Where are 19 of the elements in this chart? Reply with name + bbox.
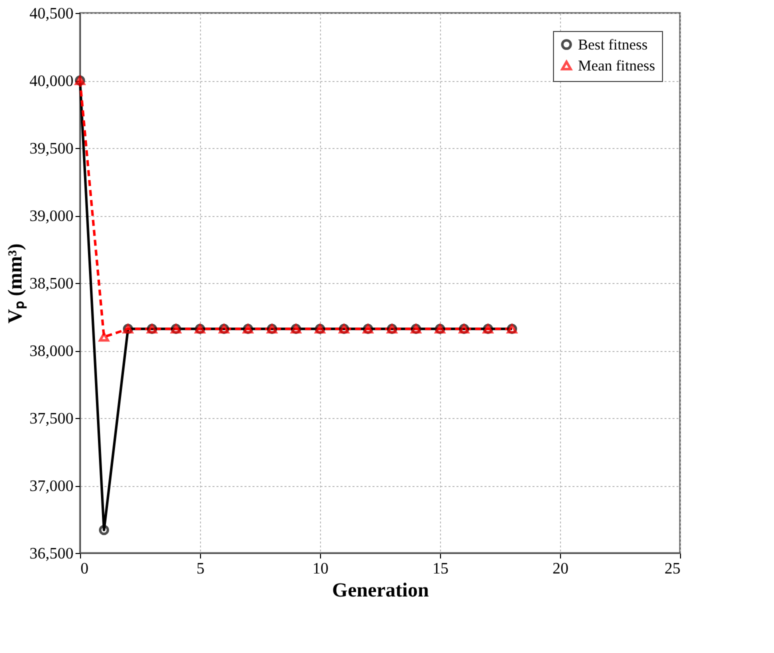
y-tick-label: 37,500	[30, 410, 74, 428]
y-tick-label: 39,500	[30, 140, 74, 158]
x-axis-title: Generation	[332, 580, 429, 602]
y-tick-label: 38,000	[30, 343, 74, 360]
y-tick-label: 37,000	[30, 478, 74, 495]
x-tick-label: 20	[552, 560, 568, 578]
y-axis-title: Vₚ (mm³)	[4, 243, 28, 324]
x-tick-label: 5	[196, 560, 204, 578]
x-tick-label: 15	[432, 560, 448, 578]
y-tick-label: 40,000	[30, 73, 74, 90]
x-tick-label: 25	[664, 560, 680, 578]
y-tick-label: 40,500	[30, 6, 74, 22]
legend-label: Best fitness	[578, 38, 648, 54]
y-tick-label: 36,500	[30, 546, 74, 562]
y-tick-label: 39,000	[30, 208, 74, 225]
x-tick-label: 10	[312, 560, 328, 578]
x-tick-label: 0	[80, 560, 88, 578]
legend-label: Mean fitness	[578, 58, 656, 74]
y-tick-label: 38,500	[30, 276, 74, 292]
